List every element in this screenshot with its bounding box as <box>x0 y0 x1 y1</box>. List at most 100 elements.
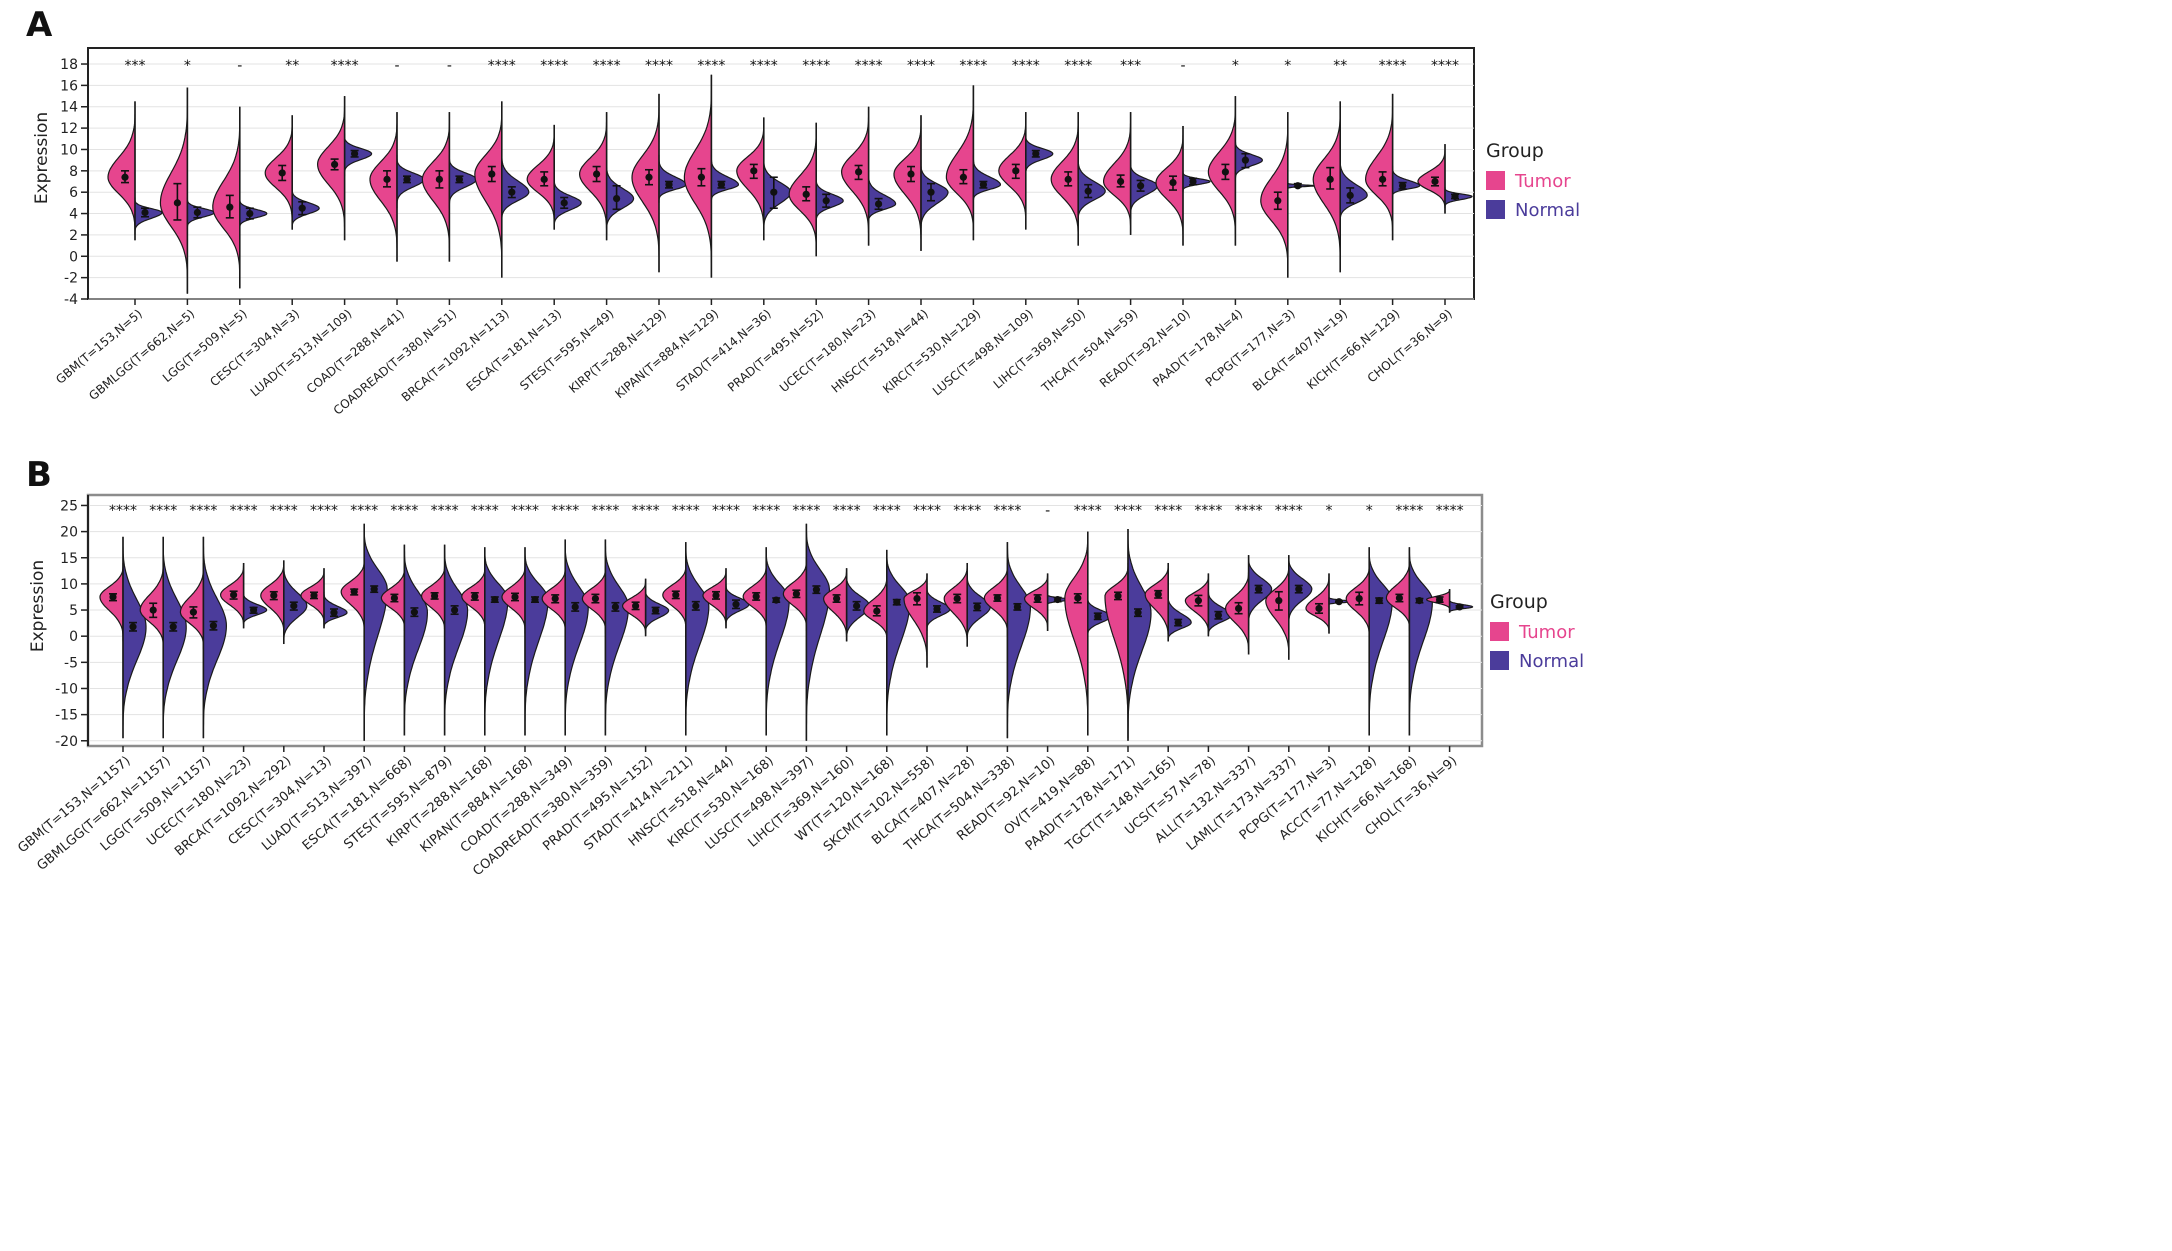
significance-label: **** <box>551 503 579 519</box>
significance-label: **** <box>792 503 820 519</box>
significance-label: **** <box>953 503 981 519</box>
tumor-median-point <box>792 590 801 598</box>
normal-median-point <box>571 603 579 611</box>
significance-label: - <box>237 58 242 74</box>
tumor-median-point <box>1012 167 1020 175</box>
tumor-half-violin <box>1265 563 1290 660</box>
normal-median-point <box>1032 150 1040 158</box>
tumor-half-violin <box>1144 563 1169 642</box>
tumor-median-point <box>873 607 881 615</box>
y-tick-label: 12 <box>60 121 78 137</box>
x-tick-label: LUSC(T=498,N=109) <box>930 307 1036 399</box>
y-tick-label: 10 <box>60 577 78 593</box>
tumor-median-point <box>953 594 961 603</box>
significance-label: **** <box>855 58 883 74</box>
normal-median-point <box>875 200 883 208</box>
tumor-median-point <box>697 173 706 181</box>
significance-label: * <box>1232 58 1239 74</box>
tumor-median-point <box>1275 597 1283 605</box>
significance-label: **** <box>750 58 778 74</box>
significance-label: **** <box>331 58 359 74</box>
tumor-median-point <box>435 175 443 183</box>
tumor-median-point <box>1034 594 1042 603</box>
significance-label: **** <box>593 58 621 74</box>
significance-label: **** <box>1012 58 1040 74</box>
normal-median-point <box>927 188 935 196</box>
normal-median-point <box>611 603 620 611</box>
tumor-median-point <box>511 593 519 601</box>
normal-median-point <box>351 150 359 158</box>
significance-label: * <box>184 58 191 74</box>
normal-half-violin <box>122 536 147 739</box>
significance-label: **** <box>645 58 673 74</box>
tumor-half-violin <box>340 557 365 634</box>
significance-label: **** <box>1194 503 1222 519</box>
y-tick-label: 25 <box>60 498 78 514</box>
tumor-median-point <box>1431 177 1439 186</box>
tumor-median-point <box>672 591 680 599</box>
tumor-median-point <box>390 594 398 602</box>
normal-half-violin <box>1127 529 1152 741</box>
x-tick-label: ESCA(T=181,N=13) <box>464 307 565 395</box>
tumor-half-violin <box>139 560 164 650</box>
tumor-median-point <box>959 173 968 181</box>
tumor-median-point <box>331 160 339 169</box>
x-tick-label: COAD(T=288,N=41) <box>304 307 407 397</box>
significance-label: * <box>1326 503 1333 519</box>
significance-label: - <box>447 58 452 74</box>
normal-median-point <box>652 606 660 615</box>
tumor-median-point <box>278 169 286 177</box>
normal-median-point <box>290 602 298 610</box>
normal-median-point <box>193 208 201 217</box>
tumor-median-point <box>1114 592 1122 600</box>
panel-label: A <box>26 5 53 45</box>
normal-median-point <box>1399 182 1407 190</box>
y-tick-label: -20 <box>55 734 78 750</box>
tumor-half-violin <box>863 573 888 642</box>
normal-median-point <box>298 204 306 212</box>
normal-median-point <box>209 622 217 630</box>
y-tick-label: 6 <box>69 185 78 201</box>
tumor-median-point <box>1169 178 1177 187</box>
normal-median-point <box>893 598 901 606</box>
significance-label: *** <box>1120 58 1141 74</box>
tumor-median-point <box>310 591 318 600</box>
y-axis-title: Expression <box>28 560 48 652</box>
y-tick-label: 18 <box>60 57 78 73</box>
tumor-median-point <box>593 170 601 178</box>
legend-title: Group <box>1486 140 1544 162</box>
normal-median-point <box>692 602 700 610</box>
panel-b: B-20-15-10-50510152025Expression****GBM(… <box>15 455 1584 879</box>
significance-label: **** <box>873 503 901 519</box>
significance-label: * <box>1366 503 1373 519</box>
tumor-median-point <box>750 167 758 175</box>
significance-label: **** <box>712 503 740 519</box>
tumor-half-violin <box>943 563 968 647</box>
significance-label: - <box>1180 58 1185 74</box>
normal-median-point <box>1094 612 1102 620</box>
tumor-median-point <box>1117 177 1125 186</box>
normal-median-point <box>1294 182 1302 190</box>
legend-title: Group <box>1490 591 1548 613</box>
legend: Group Tumor Normal <box>1490 591 1584 672</box>
normal-median-point <box>129 623 137 631</box>
y-tick-label: 8 <box>69 164 78 180</box>
significance-label: **** <box>1064 58 1092 74</box>
normal-median-point <box>250 606 258 614</box>
tumor-median-point <box>1221 168 1229 176</box>
tumor-median-point <box>121 173 129 181</box>
significance-label: **** <box>752 503 780 519</box>
normal-median-point <box>1295 585 1303 593</box>
legend-swatch-normal <box>1490 651 1509 670</box>
x-tick-label: PRAD(T=495,N=52) <box>725 307 826 395</box>
significance-label: **** <box>540 58 568 74</box>
y-tick-label: -15 <box>55 708 78 724</box>
tumor-median-point <box>1395 594 1403 602</box>
plot-frame <box>87 47 1475 300</box>
normal-median-point <box>1174 618 1182 627</box>
x-tick-label: PAAD(T=178,N=4) <box>1150 307 1245 390</box>
tumor-median-point <box>913 594 921 603</box>
tumor-half-violin <box>99 563 124 642</box>
normal-median-point <box>1214 611 1222 619</box>
